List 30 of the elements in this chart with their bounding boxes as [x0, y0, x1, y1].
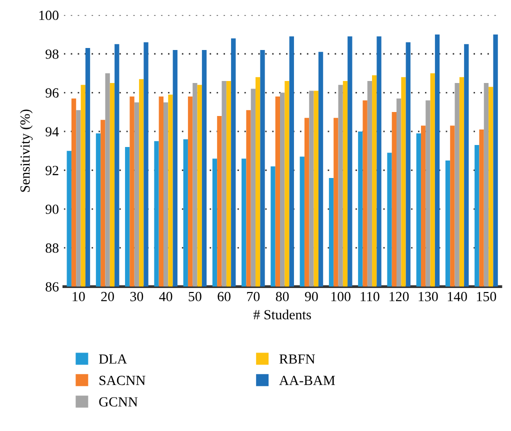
x-tick-label: 20 [101, 292, 114, 302]
x-tick-label: 130 [418, 292, 438, 302]
y-tick-label: 86 [46, 282, 59, 292]
y-axis-title: Sensitivity (%) [20, 110, 33, 192]
x-tick-label: 110 [360, 292, 380, 302]
x-axis-title: # Students [253, 310, 311, 320]
legend-label: AA-BAM [279, 376, 335, 386]
y-tick-label: 100 [39, 10, 58, 20]
y-tick-label: 96 [46, 88, 59, 98]
y-tick-label: 98 [46, 49, 58, 59]
x-tick-label: 70 [247, 292, 260, 302]
legend-label: RBFN [279, 354, 315, 364]
y-tick-label: 94 [46, 127, 59, 136]
x-tick-label: 60 [218, 292, 230, 302]
y-tick-label: 92 [46, 166, 58, 176]
legend-label: SACNN [100, 376, 146, 386]
y-tick-label: 90 [46, 204, 58, 214]
x-tick-label: 80 [276, 292, 289, 302]
legend-label: GCNN [99, 397, 138, 407]
legend-label: DLA [98, 354, 128, 364]
x-tick-label: 30 [130, 292, 144, 302]
y-tick-label: 88 [46, 243, 58, 253]
x-tick-label: 100 [331, 292, 350, 302]
x-tick-label: 40 [159, 292, 172, 302]
x-tick-label: 50 [188, 292, 202, 302]
x-tick-label: 150 [477, 292, 496, 302]
x-tick-label: 10 [72, 292, 85, 302]
x-tick-label: 140 [448, 292, 467, 302]
x-tick-label: 90 [304, 292, 318, 302]
x-tick-label: 120 [390, 292, 409, 302]
